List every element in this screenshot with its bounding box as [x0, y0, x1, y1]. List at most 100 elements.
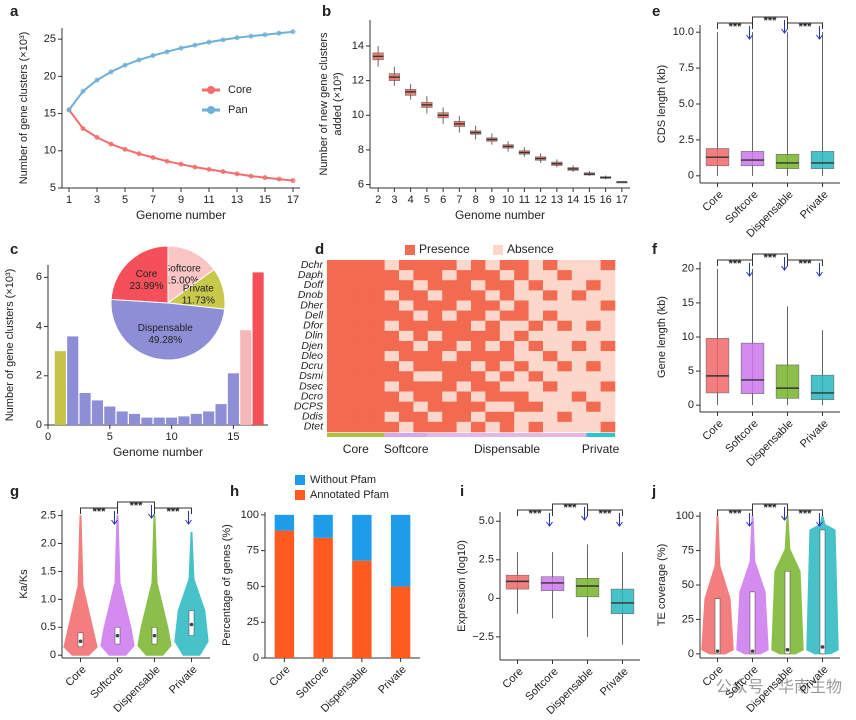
cell: [341, 401, 357, 413]
cell: [471, 371, 486, 382]
cell: [442, 300, 457, 311]
cell: [528, 310, 544, 322]
significance-bracket: [717, 22, 753, 29]
cell: [485, 320, 501, 332]
point: [192, 164, 198, 170]
point: [220, 37, 226, 43]
panel-letter: c: [10, 241, 18, 258]
point: [66, 107, 72, 113]
bar: [67, 336, 79, 425]
y-tick-label: 100: [676, 510, 694, 522]
cell: [571, 300, 587, 311]
cell: [557, 391, 573, 402]
cell: [327, 320, 342, 332]
cell: [499, 310, 515, 322]
cell: [528, 411, 544, 423]
cell: [600, 391, 616, 402]
y-tick-label: 100: [241, 509, 259, 521]
cell: [341, 381, 357, 392]
point: [262, 32, 268, 38]
cell: [442, 351, 457, 362]
cell: [471, 340, 486, 352]
cell: [600, 300, 616, 311]
x-axis-label: Genome number: [113, 445, 203, 459]
point: [150, 154, 156, 160]
significance-label: ***: [764, 502, 778, 514]
cell: [384, 391, 400, 402]
cell: [384, 361, 400, 372]
cell: [499, 381, 515, 392]
y-tick-label: 10.0: [673, 26, 694, 38]
legend-label: Annotated Pfam: [310, 489, 389, 501]
cell: [413, 371, 429, 382]
cell: [413, 391, 429, 402]
y-tick-label: 8: [358, 144, 364, 156]
significance-label: ***: [799, 258, 813, 270]
y-axis-label: Gene length (kb): [656, 296, 668, 378]
cell: [341, 391, 357, 402]
cell: [413, 401, 429, 413]
x-tick-label: 11: [203, 194, 214, 206]
cell: [413, 300, 429, 311]
cell: [442, 270, 457, 281]
box: [810, 374, 835, 401]
point: [234, 171, 240, 177]
y-tick-label: 0: [50, 649, 56, 661]
y-axis-label: CDS length (kb): [656, 65, 668, 143]
cell: [413, 330, 429, 342]
cell: [341, 340, 357, 352]
cell: [327, 361, 342, 372]
cell: [499, 330, 515, 342]
significance-label: ***: [599, 508, 613, 520]
x-axis-label: Genome number: [136, 208, 226, 222]
cell: [514, 381, 529, 392]
cell: [355, 351, 371, 362]
y-tick-label: 2: [36, 370, 42, 382]
cell: [442, 320, 457, 332]
significance-label: ***: [93, 506, 107, 518]
box: [810, 151, 835, 169]
cell: [528, 290, 544, 301]
legend-label: Pan: [228, 104, 248, 116]
y-tick-label: 75: [682, 544, 694, 556]
cell: [571, 320, 587, 332]
bar-segment: [313, 537, 333, 658]
cell: [499, 270, 515, 281]
point: [220, 169, 226, 175]
cell: [499, 320, 515, 332]
median: [78, 639, 83, 644]
arrow: [148, 505, 155, 519]
cell: [413, 290, 429, 301]
row-label: Dchr: [301, 259, 324, 271]
point: [164, 49, 170, 55]
cell: [399, 310, 414, 322]
cell: [600, 401, 616, 413]
cell: [341, 270, 357, 281]
cell: [485, 371, 501, 382]
cell: [413, 381, 429, 392]
bar: [190, 413, 202, 425]
panel-letter: b: [322, 3, 331, 20]
cell: [384, 290, 400, 301]
cell: [384, 351, 400, 362]
y-axis-label: Expression (log10): [456, 540, 468, 632]
cell: [471, 411, 486, 423]
cell: [442, 290, 457, 301]
cell: [600, 290, 616, 301]
row-label: Dleo: [301, 350, 323, 362]
cell: [442, 391, 457, 402]
x-tick-label: 17: [287, 194, 299, 206]
cell: [528, 371, 544, 382]
row-label: Dher: [300, 299, 323, 311]
cell: [499, 260, 515, 271]
cell: [341, 330, 357, 342]
bar-segment: [274, 530, 295, 658]
cell: [427, 351, 443, 362]
cell: [571, 340, 587, 352]
cell: [586, 280, 601, 291]
cell: [384, 270, 400, 281]
cell: [399, 320, 414, 332]
cell: [327, 391, 342, 402]
cell: [528, 391, 544, 402]
cell: [586, 361, 601, 372]
